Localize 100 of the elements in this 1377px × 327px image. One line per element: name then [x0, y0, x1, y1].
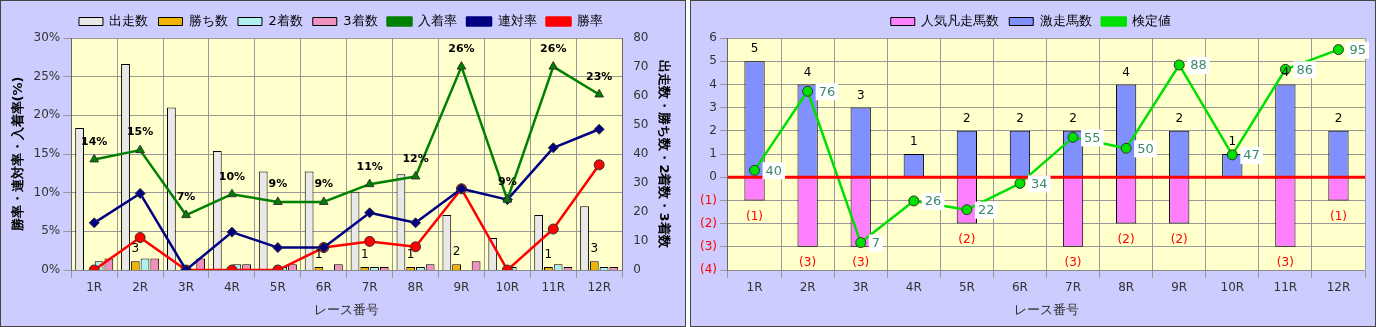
y-tick-label: 3	[709, 99, 717, 114]
data-label: (2)	[1170, 231, 1188, 246]
data-label: 9%	[314, 177, 334, 191]
data-label: (2)	[958, 231, 976, 246]
y-tick-label: (4)	[700, 262, 717, 277]
data-label: (1)	[1329, 208, 1347, 223]
data-label: 2	[1069, 110, 1077, 125]
y2-tick-label: 80	[633, 30, 649, 45]
data-label: 3	[856, 87, 865, 102]
data-label: 1	[909, 134, 918, 149]
data-label: (2)	[1117, 231, 1135, 246]
y2-tick-label: 20	[633, 204, 649, 219]
data-label: 1	[360, 247, 369, 262]
x-tick-label: 5R	[269, 280, 286, 295]
data-label: 4	[1122, 64, 1130, 79]
data-label: 1	[406, 247, 415, 262]
y2-tick-label: 70	[633, 59, 649, 74]
legend-label: 人気凡走馬数	[921, 12, 1000, 28]
data-label: 34	[1030, 175, 1048, 191]
x-tick-label: 12R	[587, 280, 611, 295]
legend-label: 勝ち数	[188, 12, 228, 28]
data-label: 4	[803, 64, 812, 79]
data-label: 26%	[448, 41, 475, 55]
x-tick-label: 4R	[905, 280, 922, 295]
data-label: 2	[1334, 110, 1343, 125]
x-tick-label: 6R	[1011, 280, 1028, 295]
data-label: 1	[1228, 134, 1237, 149]
data-label: 95	[1349, 42, 1366, 57]
y-tick-label: 10%	[33, 184, 61, 199]
legend-label: 2着数	[268, 12, 303, 28]
data-label: 2	[1016, 110, 1024, 125]
data-label: 26	[924, 193, 942, 209]
y-tick-label: 0%	[41, 262, 61, 277]
x-tick-label: 7R	[361, 280, 378, 295]
data-label: 1	[544, 247, 553, 262]
y2-tick-label: 0	[633, 262, 641, 277]
legend-label: 連対率	[497, 12, 537, 28]
x-axis-title: レース番号	[1014, 301, 1079, 317]
data-label: (1)	[746, 208, 764, 223]
x-tick-label: 2R	[132, 280, 149, 295]
legend-label: 出走数	[109, 12, 149, 28]
legend-label: 検定値	[1132, 12, 1172, 28]
legend-label: 勝率	[577, 12, 604, 28]
x-axis-title: レース番号	[314, 301, 380, 317]
data-label: 4	[1281, 64, 1290, 79]
data-label: (3)	[799, 254, 817, 269]
x-tick-label: 2R	[799, 280, 816, 295]
data-label: 3	[590, 241, 599, 256]
x-tick-label: 1R	[86, 280, 103, 295]
data-label: 11%	[356, 159, 383, 173]
data-label: (3)	[1064, 254, 1082, 269]
x-tick-label: 4R	[223, 280, 240, 295]
y2-tick-label: 30	[633, 175, 649, 190]
x-tick-label: 5R	[958, 280, 975, 295]
data-label: 76	[818, 83, 836, 99]
x-tick-label: 10R	[495, 280, 520, 295]
y-tick-label: 2	[709, 122, 717, 137]
data-label: 86	[1296, 61, 1313, 77]
data-label: 7	[871, 234, 880, 250]
data-label: 88	[1190, 57, 1207, 73]
y2-tick-label: 10	[633, 233, 649, 248]
data-label: 2	[963, 110, 971, 125]
x-tick-label: 12R	[1326, 280, 1351, 295]
y-tick-label: (1)	[700, 192, 717, 207]
data-label: 26%	[540, 41, 567, 55]
data-label: 9%	[268, 177, 288, 191]
y-tick-label: 0	[709, 169, 717, 184]
data-label: 2	[1175, 110, 1184, 125]
y2-tick-label: 50	[633, 117, 649, 132]
legend-label: 3着数	[343, 12, 378, 28]
data-label: (3)	[1276, 254, 1294, 269]
y-axis-title: 勝率・連対率・入着率(%)	[10, 76, 26, 233]
data-label: 10%	[218, 169, 246, 183]
x-tick-label: 3R	[178, 280, 195, 295]
y-tick-label: 1	[709, 146, 717, 161]
y-tick-label: 5	[709, 53, 717, 68]
data-label: 55	[1084, 129, 1101, 145]
x-tick-label: 7R	[1065, 280, 1082, 295]
data-label: 2	[452, 244, 461, 259]
y-tick-label: 20%	[33, 107, 61, 122]
data-label: 22	[977, 202, 995, 218]
x-tick-label: 9R	[1171, 280, 1188, 295]
data-label: 5	[750, 41, 759, 56]
y-tick-label: (3)	[700, 238, 717, 253]
data-label: (3)	[852, 254, 870, 269]
data-label: 3	[131, 241, 140, 256]
x-tick-label: 10R	[1220, 280, 1245, 295]
y-tick-label: 5%	[41, 223, 61, 238]
x-tick-label: 8R	[407, 280, 424, 295]
y-tick-label: 6	[709, 30, 717, 45]
y2-axis-title: 出走数・勝ち数・2着数・3着数	[656, 60, 672, 249]
x-tick-label: 11R	[1273, 280, 1298, 295]
data-label: 7%	[176, 190, 196, 204]
y-tick-label: 25%	[33, 68, 61, 83]
data-label: 40	[765, 162, 783, 178]
y-tick-label: (2)	[700, 215, 717, 230]
x-tick-label: 9R	[453, 280, 470, 295]
data-label: 23%	[586, 69, 613, 83]
x-tick-label: 6R	[315, 280, 332, 295]
x-tick-label: 11R	[541, 280, 566, 295]
